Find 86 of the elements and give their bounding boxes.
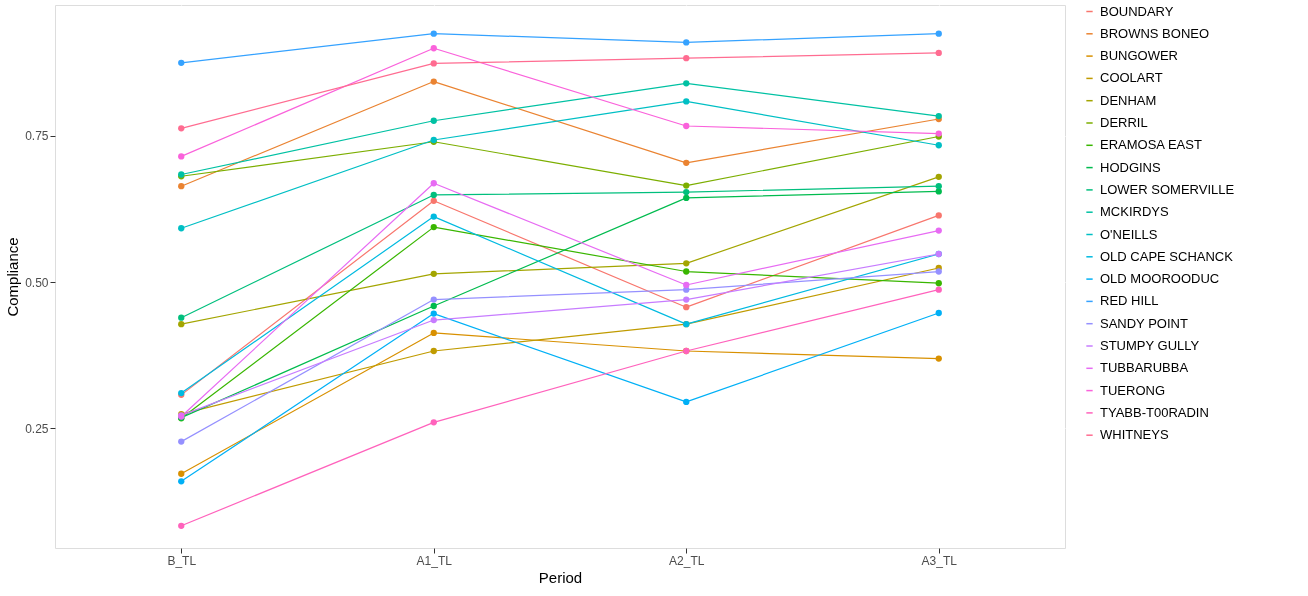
point [178, 478, 185, 485]
legend-label: STUMPY GULLY [1100, 338, 1200, 353]
legend-label: BOUNDARY [1100, 3, 1174, 19]
point [683, 304, 690, 311]
point [178, 470, 185, 477]
y-tick-label: 0.25 [25, 421, 49, 436]
point [430, 180, 437, 187]
y-tick-label: 0.75 [25, 129, 49, 144]
legend-label: RED HILL [1100, 293, 1159, 309]
point [430, 310, 437, 317]
legend-label: ERAMOSA EAST [1100, 137, 1202, 153]
point [430, 30, 437, 37]
legend-label: LOWER SOMERVILLE [1100, 181, 1235, 197]
point [935, 188, 942, 195]
point [430, 117, 437, 124]
point [178, 125, 185, 132]
legend-label: O'NEILLS [1100, 226, 1158, 242]
legend-label: SANDY POINT [1100, 315, 1188, 331]
point [430, 191, 437, 199]
point [430, 197, 437, 204]
point [935, 309, 942, 317]
point [430, 223, 437, 231]
point [683, 182, 690, 189]
point [430, 329, 437, 337]
point [430, 419, 437, 426]
legend-label: BROWNS BONEO [1100, 25, 1210, 41]
point [430, 60, 437, 67]
y-axis-title: Compliance [4, 237, 22, 317]
point [430, 78, 437, 85]
legend-label: TYABB-T00RADIN [1100, 404, 1209, 420]
point [178, 59, 185, 67]
point [935, 227, 942, 234]
legend-label: MCKIRDYS [1100, 204, 1169, 220]
x-axis-title: Period [538, 568, 583, 586]
point [935, 212, 942, 219]
point [935, 142, 942, 149]
point [683, 398, 690, 406]
x-tick-label: B_TL [167, 553, 197, 568]
point [430, 316, 437, 324]
point [178, 153, 185, 160]
point [683, 98, 690, 105]
legend-label: OLD CAPE SCHANCK [1100, 248, 1234, 264]
point [430, 45, 437, 52]
point [178, 438, 185, 445]
point [683, 260, 690, 267]
point [430, 347, 437, 355]
legend-label: TUERONG [1100, 382, 1165, 398]
point [935, 173, 942, 180]
legend-label: DERRIL [1100, 115, 1148, 130]
point [430, 270, 437, 278]
point [935, 355, 942, 362]
point [683, 55, 690, 62]
legend-label: TUBBARUBBA [1100, 360, 1189, 376]
legend-label: OLD MOOROODUC [1100, 271, 1220, 287]
point [430, 302, 437, 310]
point [178, 225, 185, 232]
x-tick-label: A1_TL [416, 553, 453, 568]
point [935, 268, 942, 275]
point [430, 213, 437, 220]
point [683, 122, 690, 130]
legend-label: BUNGOWER [1100, 48, 1178, 64]
point [935, 30, 942, 37]
point [683, 39, 690, 46]
point [683, 159, 690, 166]
point [935, 183, 942, 190]
point [178, 522, 185, 529]
point [430, 296, 437, 303]
point [178, 320, 185, 328]
point [178, 314, 185, 321]
point [935, 286, 942, 293]
legend-label: COOLART [1100, 70, 1163, 86]
point [935, 280, 942, 287]
point [935, 49, 942, 57]
point [683, 188, 690, 196]
point [683, 268, 690, 275]
point [178, 183, 185, 190]
x-tick-label: A3_TL [921, 553, 958, 568]
x-tick-label: A2_TL [669, 553, 705, 568]
y-tick-label: 0.50 [25, 275, 49, 290]
point [683, 80, 690, 87]
point [683, 296, 690, 303]
legend-label: DENHAM [1100, 92, 1157, 108]
point [683, 281, 690, 289]
legend-label: HODGINS [1100, 159, 1161, 175]
legend-label: WHITNEYS [1100, 427, 1169, 443]
point [683, 194, 690, 202]
